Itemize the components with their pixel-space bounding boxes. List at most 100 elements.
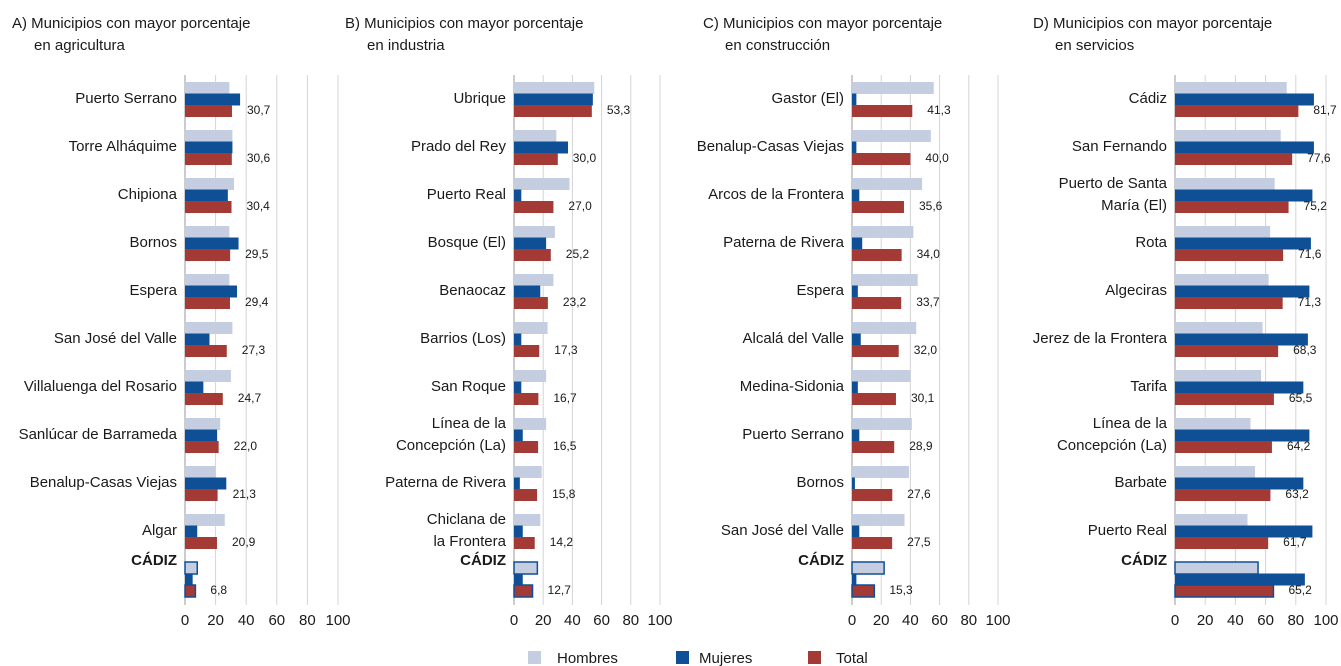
bar (1175, 201, 1289, 213)
value-label: 30,0 (573, 151, 597, 165)
x-tick-label: 100 (647, 612, 672, 629)
bar (185, 274, 230, 286)
bar (852, 441, 895, 453)
bar (514, 249, 551, 261)
value-label: 30,1 (911, 391, 935, 405)
value-label: 71,6 (1298, 247, 1322, 261)
bar (514, 130, 557, 142)
bar (1174, 561, 1259, 575)
bar (514, 489, 538, 501)
bar (1175, 477, 1304, 490)
bar (1175, 381, 1304, 394)
bar (851, 584, 876, 598)
category-label: Benaocaz (439, 282, 506, 299)
legend-swatch (676, 651, 689, 664)
value-label: 21,3 (233, 487, 257, 501)
bar (185, 441, 219, 453)
value-label: 77,6 (1307, 151, 1331, 165)
bar (185, 153, 232, 165)
category-label: San Roque (431, 378, 506, 395)
value-label: 81,7 (1313, 103, 1337, 117)
bar (852, 297, 902, 309)
category-label: Tarifa (1130, 378, 1167, 395)
bar (514, 105, 592, 117)
category-label: Torre Alháquime (69, 138, 177, 155)
bar (514, 189, 522, 202)
category-label: Puerto Real (427, 186, 506, 203)
category-label: Espera (796, 282, 844, 299)
bar (852, 418, 912, 430)
category-label: Medina-Sidonia (740, 378, 845, 395)
value-label: 16,5 (553, 439, 577, 453)
bar (513, 584, 534, 598)
bar (1175, 178, 1275, 190)
x-tick-label: 40 (1227, 612, 1244, 629)
x-tick-label: 60 (268, 612, 285, 629)
bar (852, 153, 911, 165)
value-label: 25,2 (566, 247, 590, 261)
category-label: Puerto Real (1088, 522, 1167, 539)
bar (852, 285, 858, 298)
bar (1175, 489, 1271, 501)
bar (852, 477, 855, 490)
bar (1175, 274, 1269, 286)
bar (185, 514, 225, 526)
value-label: 29,5 (245, 247, 269, 261)
value-label: 53,3 (607, 103, 631, 117)
bar (514, 514, 541, 526)
value-label: 22,0 (234, 439, 258, 453)
bar (514, 418, 547, 430)
value-label: 32,0 (914, 343, 938, 357)
bar (185, 525, 198, 538)
bar (1174, 584, 1275, 598)
bar (852, 429, 860, 442)
bar (1175, 525, 1313, 538)
x-tick-label: 100 (985, 612, 1010, 629)
category-label: San José del Valle (54, 330, 177, 347)
value-label: 15,8 (552, 487, 576, 501)
bar (514, 333, 522, 346)
bar (1175, 429, 1310, 442)
category-label: San José del Valle (721, 522, 844, 539)
value-label: 27,0 (568, 199, 592, 213)
bar (1175, 226, 1271, 238)
category-label: Línea de la (1093, 415, 1168, 432)
bar (514, 226, 555, 238)
x-tick-label: 80 (299, 612, 316, 629)
value-label: 27,3 (242, 343, 266, 357)
bar (185, 105, 232, 117)
bar (852, 93, 857, 106)
bar (184, 584, 197, 598)
category-label: Gastor (El) (771, 90, 844, 107)
x-tick-label: 0 (848, 612, 856, 629)
category-label: Jerez de la Frontera (1033, 330, 1168, 347)
bar (1175, 249, 1284, 261)
value-label: 65,5 (1289, 391, 1313, 405)
bar (1175, 466, 1256, 478)
value-label: 12,7 (548, 583, 572, 597)
bar (185, 141, 233, 154)
bar (1175, 322, 1263, 334)
bar (1175, 93, 1314, 106)
bar (514, 153, 558, 165)
x-tick-label: 40 (902, 612, 919, 629)
bar (1175, 105, 1299, 117)
category-label: Barbate (1114, 474, 1167, 491)
x-tick-label: 60 (593, 612, 610, 629)
bar (1175, 237, 1311, 250)
bar (1175, 441, 1272, 453)
bar (1175, 393, 1274, 405)
category-label: Chipiona (118, 186, 178, 203)
bar (514, 477, 520, 490)
value-label: 61,7 (1283, 535, 1307, 549)
value-label: 30,6 (247, 151, 271, 165)
category-label: Concepción (La) (396, 437, 506, 454)
bar (852, 393, 896, 405)
x-tick-label: 40 (238, 612, 255, 629)
value-label: 30,4 (247, 199, 271, 213)
category-label: CÁDIZ (131, 552, 177, 569)
bar (185, 345, 227, 357)
x-tick-label: 20 (207, 612, 224, 629)
value-label: 15,3 (889, 583, 913, 597)
